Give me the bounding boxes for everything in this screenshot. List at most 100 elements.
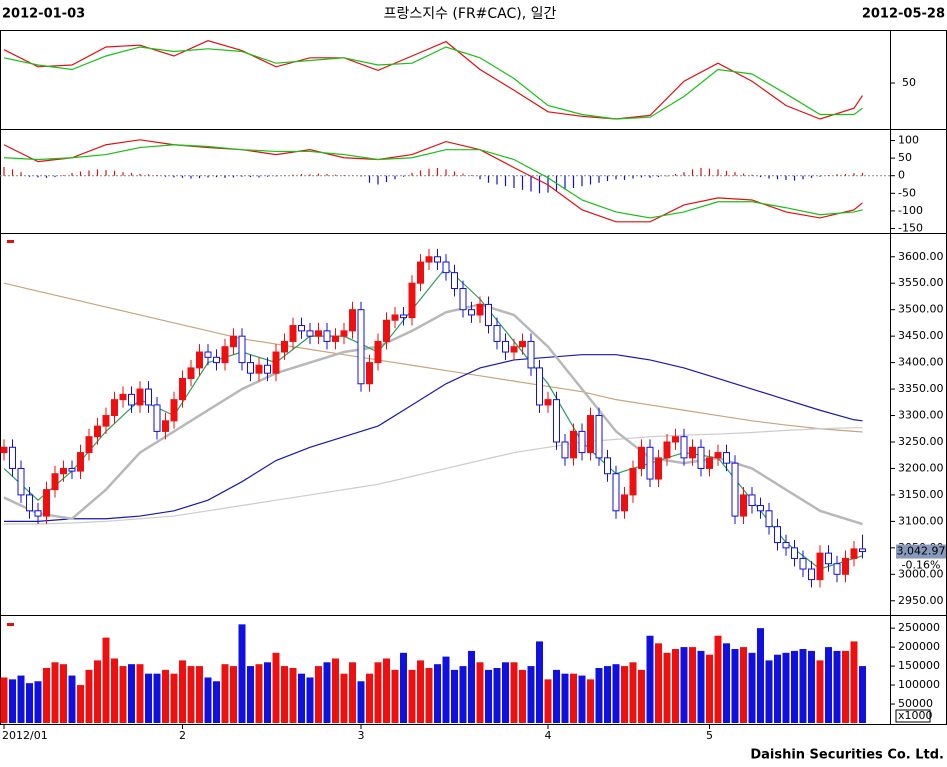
- candle-body: [340, 330, 348, 337]
- candle-body: [485, 303, 492, 327]
- candle-body: [689, 446, 696, 459]
- volume-bar: [561, 673, 569, 723]
- volume-bar: [77, 685, 84, 723]
- volume-bar: [128, 664, 135, 723]
- volume-bar: [655, 643, 662, 723]
- volume-bar: [510, 662, 518, 723]
- volume-bar: [230, 666, 237, 723]
- x-tick-label: 2012/01: [2, 729, 48, 742]
- candle-body: [553, 399, 560, 443]
- candle-body: [51, 473, 59, 491]
- y-tick-label: 150000: [898, 659, 940, 672]
- candle-body: [77, 452, 84, 472]
- volume-bar: [289, 667, 297, 723]
- candle-body: [799, 557, 807, 570]
- candle-body: [26, 494, 33, 512]
- volume-bar: [638, 669, 645, 723]
- unit-box: [895, 709, 931, 723]
- volume-bar: [102, 637, 110, 723]
- y-tick-label: 50: [898, 151, 912, 164]
- volume-bar: [765, 660, 773, 723]
- candle-body: [9, 446, 16, 469]
- candle-body: [332, 335, 339, 342]
- volume-bar: [604, 666, 611, 723]
- volume-bar: [238, 624, 246, 723]
- candle-body: [680, 436, 688, 459]
- candle-body: [408, 282, 416, 319]
- candle-body: [94, 425, 101, 438]
- candle-body: [612, 473, 620, 512]
- indicator-line: [4, 354, 863, 522]
- candle-body: [170, 399, 178, 422]
- candle-body: [621, 494, 628, 512]
- volume-bar: [680, 647, 688, 723]
- candle-body: [60, 467, 67, 475]
- volume-bar: [153, 673, 161, 723]
- volume-bar: [111, 658, 118, 723]
- volume-bar: [162, 669, 169, 723]
- candle-body: [451, 272, 458, 290]
- volume-bar: [689, 647, 696, 723]
- volume-bar: [663, 652, 671, 723]
- candle-body: [459, 288, 467, 311]
- candle-body: [128, 393, 135, 406]
- candle-body: [578, 430, 586, 454]
- volume-bar: [578, 675, 586, 723]
- candle-body: [544, 399, 552, 406]
- volume-bar: [60, 664, 67, 723]
- candle-body: [672, 436, 679, 443]
- volume-bar: [357, 681, 365, 723]
- candle-body: [213, 356, 220, 364]
- candle-body: [196, 351, 203, 369]
- candle-body: [774, 526, 781, 544]
- volume-bar: [323, 662, 331, 723]
- price-change: -0.16%: [902, 559, 941, 572]
- candle-body: [850, 548, 858, 559]
- end-date: 2012-05-28: [862, 7, 945, 22]
- candle-body: [604, 457, 611, 475]
- volume-bar: [774, 654, 781, 723]
- volume-bar: [68, 675, 76, 723]
- candle-body: [281, 340, 288, 353]
- volume-bar: [170, 673, 178, 723]
- volume-bar: [740, 647, 747, 723]
- candle-body: [111, 399, 118, 417]
- candle-body: [595, 415, 603, 459]
- candle-body: [697, 446, 705, 469]
- y-tick-label: 3200.00: [898, 461, 944, 474]
- candle-body: [825, 552, 832, 565]
- volume-bar: [714, 635, 722, 723]
- volume-bar: [34, 681, 42, 723]
- y-tick-label: 50: [902, 76, 916, 89]
- y-tick-label: 100000: [898, 678, 940, 691]
- volume-bar: [859, 666, 866, 723]
- volume-bar: [816, 660, 824, 723]
- y-tick-label: 3500.00: [898, 303, 944, 316]
- volume-bar: [417, 660, 424, 723]
- candle-body: [315, 330, 322, 337]
- candle-body: [493, 325, 501, 342]
- y-tick-label: 3000.00: [898, 567, 944, 580]
- volume-bar: [493, 667, 501, 723]
- last-price-box: [896, 544, 946, 559]
- candle-body: [757, 505, 764, 512]
- candle-body: [298, 325, 305, 332]
- volume-bar: [731, 649, 739, 723]
- volume-bar: [9, 679, 16, 723]
- y-tick-label: 3450.00: [898, 329, 944, 342]
- y-tick-label: 0: [898, 169, 905, 182]
- volume-bar: [791, 650, 798, 723]
- volume-bar: [94, 660, 101, 723]
- candle-body: [536, 367, 543, 406]
- y-tick-label: 3100.00: [898, 514, 944, 527]
- y-tick-label: 3150.00: [898, 488, 944, 501]
- candle-body: [0, 446, 8, 454]
- volume-bar: [0, 677, 8, 723]
- candle-body: [629, 467, 637, 496]
- volume-bar: [502, 662, 509, 723]
- y-tick-label: 200000: [898, 640, 940, 653]
- volume-bar: [621, 666, 628, 723]
- candle-body: [782, 542, 790, 549]
- volume-bar: [536, 641, 543, 723]
